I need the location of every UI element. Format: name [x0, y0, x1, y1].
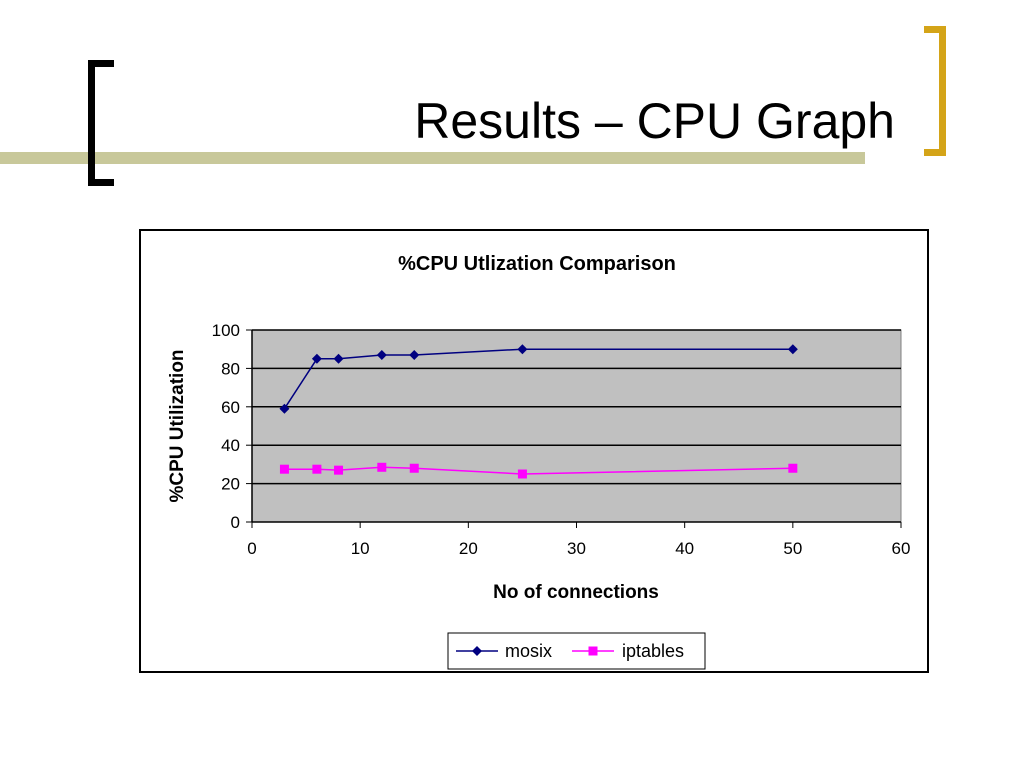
legend-label-mosix: mosix [505, 641, 552, 661]
x-tick-label-4: 40 [675, 539, 694, 558]
data-point-iptables-1 [312, 464, 322, 474]
x-tick-label-2: 20 [459, 539, 478, 558]
x-tick-label-1: 10 [351, 539, 370, 558]
x-tick-label-0: 0 [247, 539, 256, 558]
legend-marker-iptables [588, 646, 598, 656]
y-tick-label-3: 60 [221, 398, 240, 417]
data-point-iptables-3 [377, 462, 387, 472]
y-tick-label-1: 20 [221, 475, 240, 494]
data-point-iptables-5 [517, 469, 527, 479]
data-point-iptables-0 [279, 464, 289, 474]
data-point-iptables-2 [334, 465, 344, 475]
data-point-iptables-6 [788, 463, 798, 473]
y-tick-label-0: 0 [231, 513, 240, 532]
data-point-mosix-2 [333, 353, 344, 364]
data-point-mosix-0 [279, 403, 290, 414]
data-point-mosix-1 [311, 353, 322, 364]
data-point-mosix-5 [517, 344, 528, 355]
axes: 0 20 40 60 80 100 0 10 20 30 40 50 60 [212, 321, 911, 558]
y-tick-label-2: 40 [221, 436, 240, 455]
x-tick-label-6: 60 [892, 539, 911, 558]
cpu-chart: %CPU Utlization Comparison 0204060801000… [167, 253, 911, 670]
chart-title: %CPU Utlization Comparison [398, 253, 676, 275]
right-bracket [924, 26, 946, 156]
data-point-mosix-6 [787, 344, 798, 355]
left-bracket [88, 60, 114, 186]
x-axis-label: No of connections [493, 582, 659, 603]
slide-title: Results – CPU Graph [414, 93, 895, 149]
data-point-iptables-4 [409, 463, 419, 473]
y-axis-label: %CPU Utilization [167, 349, 188, 502]
legend-marker-mosix [472, 646, 482, 656]
legend: mosix iptables [447, 632, 706, 670]
y-tick-label-4: 80 [221, 359, 240, 378]
legend-label-iptables: iptables [622, 641, 684, 661]
grid-lines [252, 329, 901, 485]
chart-frame: %CPU Utlization Comparison 0 20 40 60 80 100 0… [139, 229, 929, 673]
header-stripe [0, 152, 865, 164]
y-tick-label-5: 100 [212, 321, 240, 340]
x-tick-label-5: 50 [783, 539, 802, 558]
series-iptables [279, 462, 798, 479]
plot-area [251, 329, 902, 523]
x-tick-label-3: 30 [567, 539, 586, 558]
